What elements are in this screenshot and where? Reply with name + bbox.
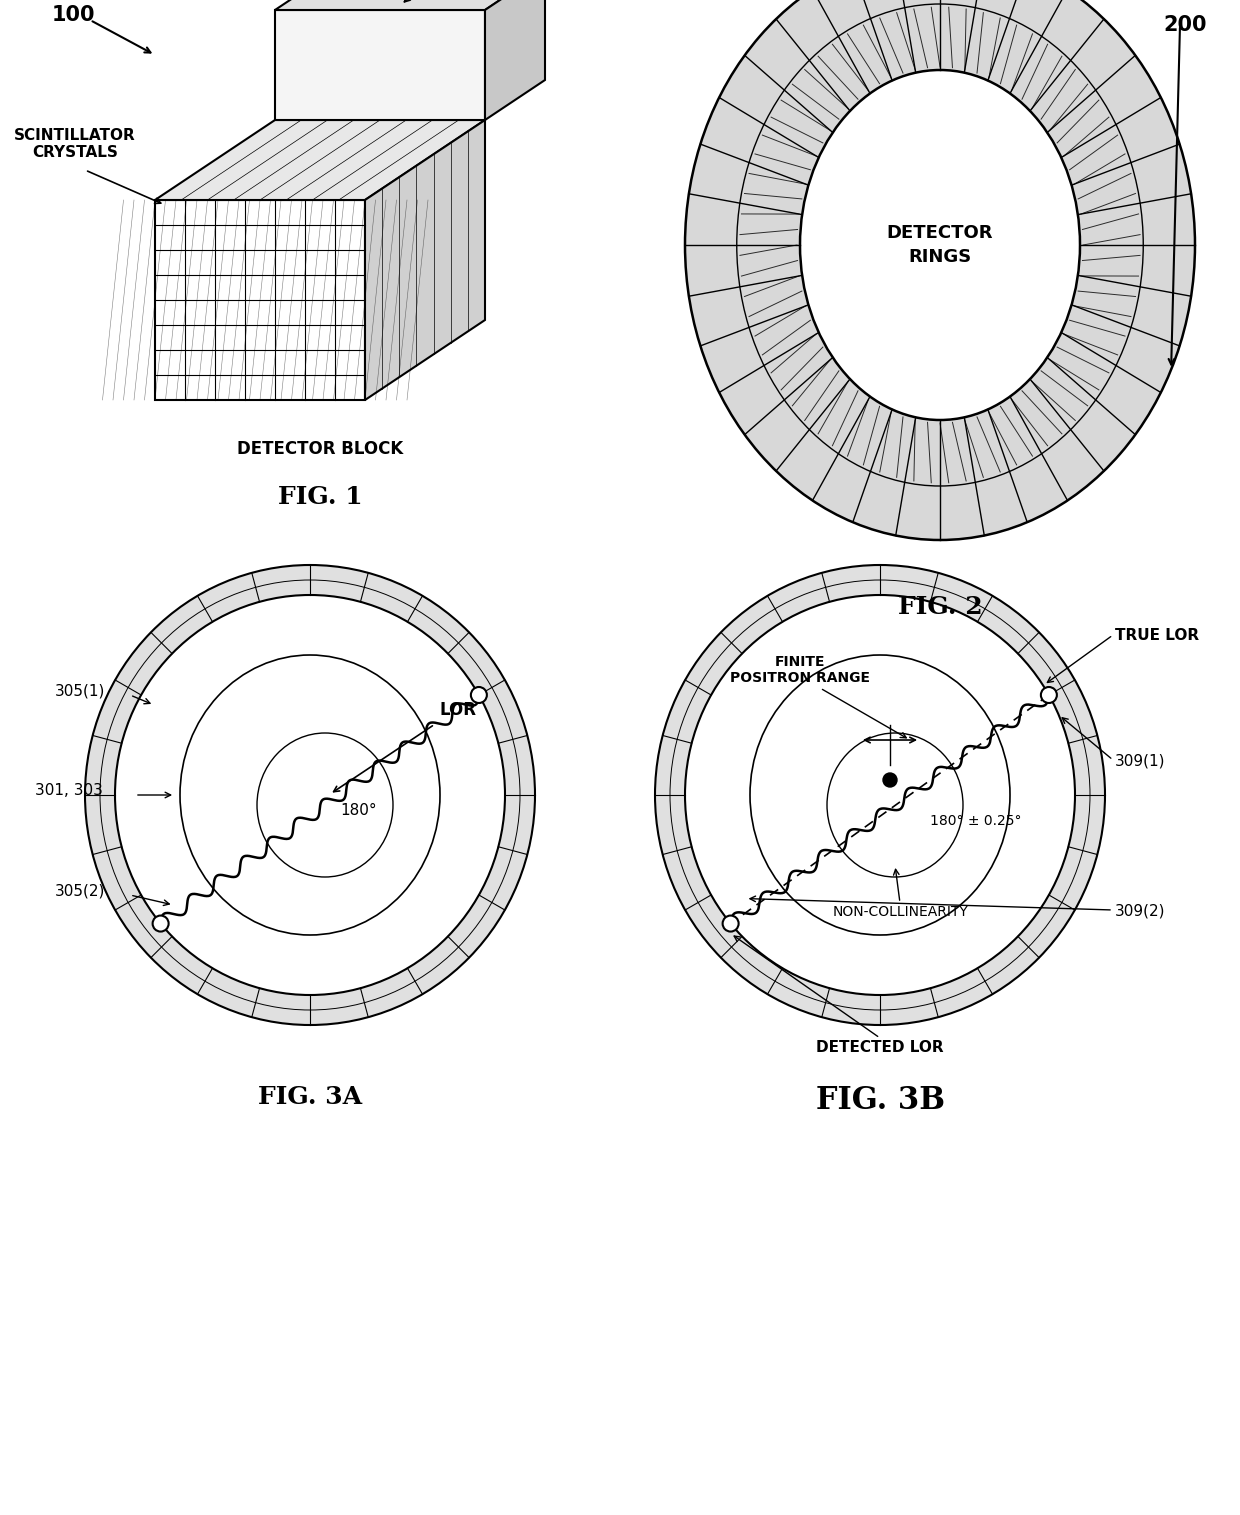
Circle shape: [723, 915, 739, 932]
Text: FIG. 3B: FIG. 3B: [816, 1085, 945, 1117]
Polygon shape: [365, 120, 485, 400]
Circle shape: [1040, 686, 1056, 703]
Text: 100: 100: [52, 5, 95, 26]
Text: FINITE
POSITRON RANGE: FINITE POSITRON RANGE: [730, 654, 870, 685]
Polygon shape: [485, 0, 546, 120]
Polygon shape: [155, 200, 365, 400]
Ellipse shape: [115, 595, 505, 995]
Ellipse shape: [684, 0, 1195, 539]
Text: SCINTILLATOR
CRYSTALS: SCINTILLATOR CRYSTALS: [14, 127, 136, 161]
Text: DETECTOR
RINGS: DETECTOR RINGS: [887, 224, 993, 267]
Circle shape: [883, 773, 897, 786]
Ellipse shape: [655, 565, 1105, 1026]
Ellipse shape: [86, 565, 534, 1026]
Circle shape: [471, 686, 487, 703]
Text: DETECTOR BLOCK: DETECTOR BLOCK: [237, 439, 403, 458]
Text: DETECTED LOR: DETECTED LOR: [816, 1039, 944, 1054]
Text: TRUE LOR: TRUE LOR: [1115, 627, 1199, 642]
Text: 309(2): 309(2): [1115, 903, 1166, 918]
Text: 200: 200: [1163, 15, 1207, 35]
Text: NON-COLLINEARITY: NON-COLLINEARITY: [832, 904, 968, 920]
Text: 180° ± 0.25°: 180° ± 0.25°: [930, 814, 1022, 829]
Text: 301, 303: 301, 303: [35, 783, 103, 798]
Polygon shape: [275, 11, 485, 120]
Text: FIG. 2: FIG. 2: [898, 595, 982, 620]
Polygon shape: [275, 0, 546, 11]
Text: 305(2): 305(2): [55, 883, 105, 898]
Text: FIG. 1: FIG. 1: [278, 485, 362, 509]
Polygon shape: [155, 120, 485, 200]
Text: 180°: 180°: [340, 803, 377, 818]
Text: 305(1): 305(1): [55, 683, 105, 698]
Ellipse shape: [684, 595, 1075, 995]
Ellipse shape: [800, 70, 1080, 420]
Text: FIG. 3A: FIG. 3A: [258, 1085, 362, 1109]
Text: 309(1): 309(1): [1115, 753, 1166, 768]
Circle shape: [153, 915, 169, 932]
Text: LOR: LOR: [440, 701, 476, 720]
